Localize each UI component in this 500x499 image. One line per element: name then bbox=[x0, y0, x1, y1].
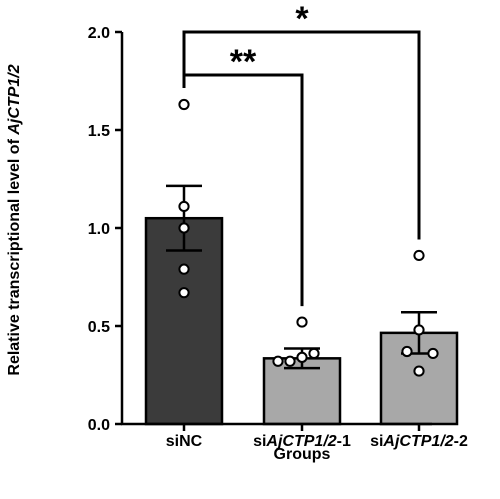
data-point bbox=[427, 347, 439, 360]
data-point bbox=[413, 249, 425, 262]
y-tick-label: 1.5 bbox=[88, 123, 110, 140]
y-axis-title: Relative transcriptional level of AjCTP1… bbox=[6, 64, 23, 375]
x-axis: siNC siAjCTP1/2-1 siAjCTP1/2-2 bbox=[121, 422, 468, 450]
y-tick-label: 1.0 bbox=[88, 221, 110, 238]
x-tick-label: siAjCTP1/2-1 bbox=[253, 433, 351, 450]
y-tick-label: 0.0 bbox=[88, 417, 110, 434]
x-tick-label: siNC bbox=[166, 433, 203, 450]
data-point bbox=[296, 351, 308, 363]
y-tick-label: 2.0 bbox=[88, 25, 110, 42]
data-point bbox=[178, 263, 190, 275]
data-point bbox=[178, 200, 190, 213]
data-point bbox=[413, 324, 425, 336]
significance-label: * bbox=[295, 0, 309, 38]
bar bbox=[144, 216, 224, 426]
data-point bbox=[296, 316, 308, 328]
data-point bbox=[308, 347, 320, 360]
data-point bbox=[178, 287, 190, 299]
y-ticks: 0.0 0.5 1.0 1.5 2.0 bbox=[88, 25, 122, 434]
data-point bbox=[401, 345, 413, 358]
data-point bbox=[272, 355, 284, 367]
y-tick-label: 0.5 bbox=[88, 319, 110, 336]
x-axis-title: Groups bbox=[274, 446, 331, 463]
data-point bbox=[413, 365, 425, 377]
data-point bbox=[178, 222, 190, 234]
data-point bbox=[178, 98, 190, 111]
significance-label: ** bbox=[230, 43, 257, 81]
y-axis-title-prefix: Relative transcriptional level of bbox=[6, 135, 23, 376]
x-tick-labels: siNC siAjCTP1/2-1 siAjCTP1/2-2 bbox=[166, 424, 468, 450]
significance-brackets: *** bbox=[182, 0, 421, 307]
y-axis: 0.0 0.5 1.0 1.5 2.0 bbox=[88, 25, 124, 434]
significance-bracket bbox=[182, 73, 304, 307]
significance-bracket bbox=[182, 30, 421, 240]
data-points bbox=[178, 98, 439, 377]
y-axis-title-gene: AjCTP1/2 bbox=[6, 64, 23, 135]
x-tick-label: siAjCTP1/2-2 bbox=[370, 433, 468, 450]
data-point bbox=[284, 355, 296, 367]
